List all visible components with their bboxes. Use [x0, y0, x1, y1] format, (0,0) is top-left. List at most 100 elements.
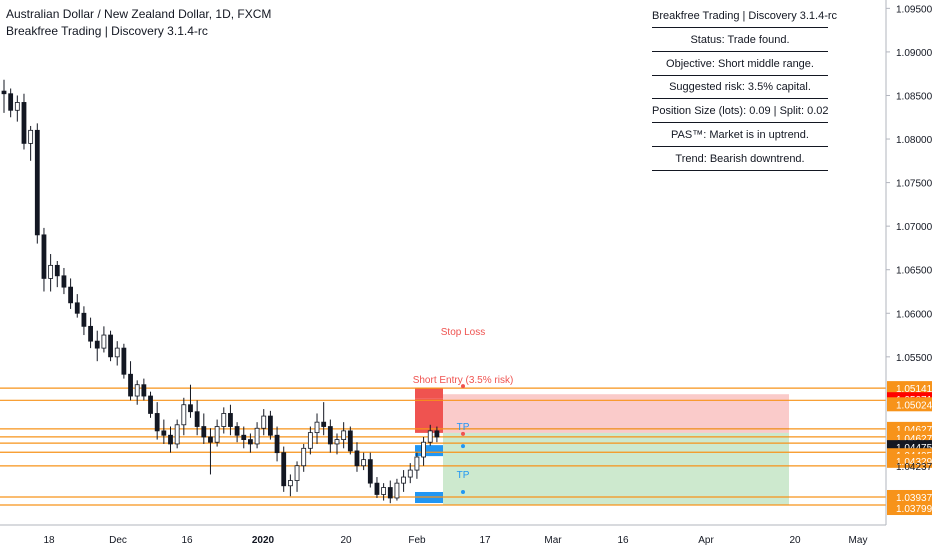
indicator-subtitle: Breakfree Trading | Discovery 3.1.4-rc	[6, 24, 208, 38]
candle-body	[168, 434, 173, 445]
candle-body	[421, 441, 426, 458]
short-entry-dot	[461, 431, 465, 436]
price-tag-bg	[887, 453, 932, 468]
time-tick-label: May	[849, 535, 868, 546]
candle-body	[61, 275, 67, 288]
time-tick-label: 20	[789, 535, 801, 546]
candle-body	[314, 421, 320, 434]
trade-zones	[415, 388, 789, 506]
candle-body	[34, 129, 40, 236]
stop-loss-block	[415, 388, 443, 399]
candle-body	[121, 347, 127, 375]
candle-body	[74, 302, 80, 314]
price-tag-label: 1.05141	[896, 384, 932, 395]
candle-body	[327, 426, 333, 445]
panel-row: Breakfree Trading | Discovery 3.1.4-rc	[652, 6, 837, 28]
candle-body	[267, 415, 273, 436]
candle-body	[334, 439, 340, 445]
candle-body	[54, 264, 60, 277]
time-tick-label: Feb	[408, 535, 426, 546]
price-tag-label: 1.03937	[896, 493, 932, 504]
stop-loss-label: Stop Loss	[441, 327, 485, 338]
candle-body	[48, 264, 54, 279]
time-tick-label: Apr	[698, 535, 714, 546]
chart-title: Australian Dollar / New Zealand Dollar, …	[6, 7, 272, 21]
candle-body	[414, 456, 420, 471]
tp1-block	[415, 445, 443, 457]
candle-body	[194, 411, 200, 427]
candle-body	[341, 430, 347, 440]
candle-body	[174, 424, 180, 445]
candle-body	[81, 312, 87, 327]
candle-body	[367, 459, 373, 484]
price-tag-bg	[887, 489, 932, 504]
candle-body	[214, 426, 220, 443]
price-tags: 1.051411.050711.050241.046271.046271.045…	[887, 381, 932, 515]
price-tick-label: 1.07000	[896, 222, 932, 233]
price-tag-bg	[887, 501, 932, 516]
candle-body	[88, 325, 93, 342]
candle-body	[434, 430, 440, 438]
panel-row: Trend: Bearish downtrend.	[652, 149, 828, 171]
time-tick-label: 16	[617, 535, 629, 546]
candle-body	[208, 436, 213, 443]
candle-body	[8, 93, 14, 111]
candle-body	[101, 334, 107, 349]
candle-body	[108, 334, 113, 358]
price-axis[interactable]: 1.09500 1.09000 1.08500 1.08000 1.07500 1.070…	[886, 4, 932, 364]
candle-body	[307, 432, 313, 449]
candle-body	[68, 286, 73, 304]
time-tick-label: 20	[340, 535, 352, 546]
candle-body	[287, 480, 293, 487]
stop-loss-dot	[461, 384, 465, 389]
candle-body	[394, 482, 400, 499]
candle-body	[128, 373, 133, 397]
time-tick-label: 17	[479, 535, 491, 546]
price-tick-label: 1.09000	[896, 48, 932, 59]
price-tag-label: 1.04627	[896, 425, 932, 436]
panel-row: Suggested risk: 3.5% capital.	[652, 77, 828, 100]
price-tick-label: 1.05500	[896, 353, 932, 364]
price-tick-label: 1.08000	[896, 135, 932, 146]
candle-body	[274, 434, 280, 454]
time-tick-label: 18	[43, 535, 55, 546]
candle-body	[114, 347, 120, 358]
candle-body	[221, 413, 227, 427]
time-tick-label: Dec	[109, 535, 127, 546]
candle-body	[427, 430, 433, 443]
tp2-label: TP	[457, 470, 470, 481]
candle-body	[261, 415, 267, 429]
tp1-label: TP	[457, 422, 470, 433]
candle-body	[301, 447, 307, 467]
candle-body	[154, 413, 160, 432]
time-axis[interactable]: 18 Dec 16 2020 20 Feb 17 Mar 16 Apr 20 May	[43, 535, 867, 546]
time-tick-label: Mar	[544, 535, 562, 546]
price-tag-label: 1.05024	[896, 400, 932, 411]
candle-body	[161, 430, 167, 436]
candle-body	[234, 426, 240, 436]
candle-body	[188, 404, 193, 413]
candle-body	[361, 459, 367, 467]
panel-row: Status: Trade found.	[652, 30, 828, 52]
reward-zone	[443, 432, 789, 506]
tp2-dot	[461, 489, 465, 494]
price-tick-label: 1.06500	[896, 266, 932, 277]
time-tick-label: 2020	[252, 535, 275, 546]
candle-body	[401, 476, 407, 484]
price-tag-label: 1.04329	[896, 457, 932, 468]
candle-body	[14, 102, 20, 111]
candle-body	[387, 487, 393, 499]
price-tag-label: 1.04237	[896, 462, 932, 473]
candle-body	[201, 426, 207, 438]
candle-body	[21, 102, 27, 144]
candle-body	[381, 487, 387, 495]
candle-body	[134, 384, 140, 397]
candle-body	[41, 234, 47, 279]
price-tick-label: 1.07500	[896, 179, 932, 190]
candle-body	[248, 439, 253, 445]
candle-body	[407, 469, 413, 478]
tp1-dot	[461, 444, 465, 449]
panel-row: PAS™: Market is in uptrend.	[652, 125, 828, 147]
candle-body	[1, 90, 7, 95]
